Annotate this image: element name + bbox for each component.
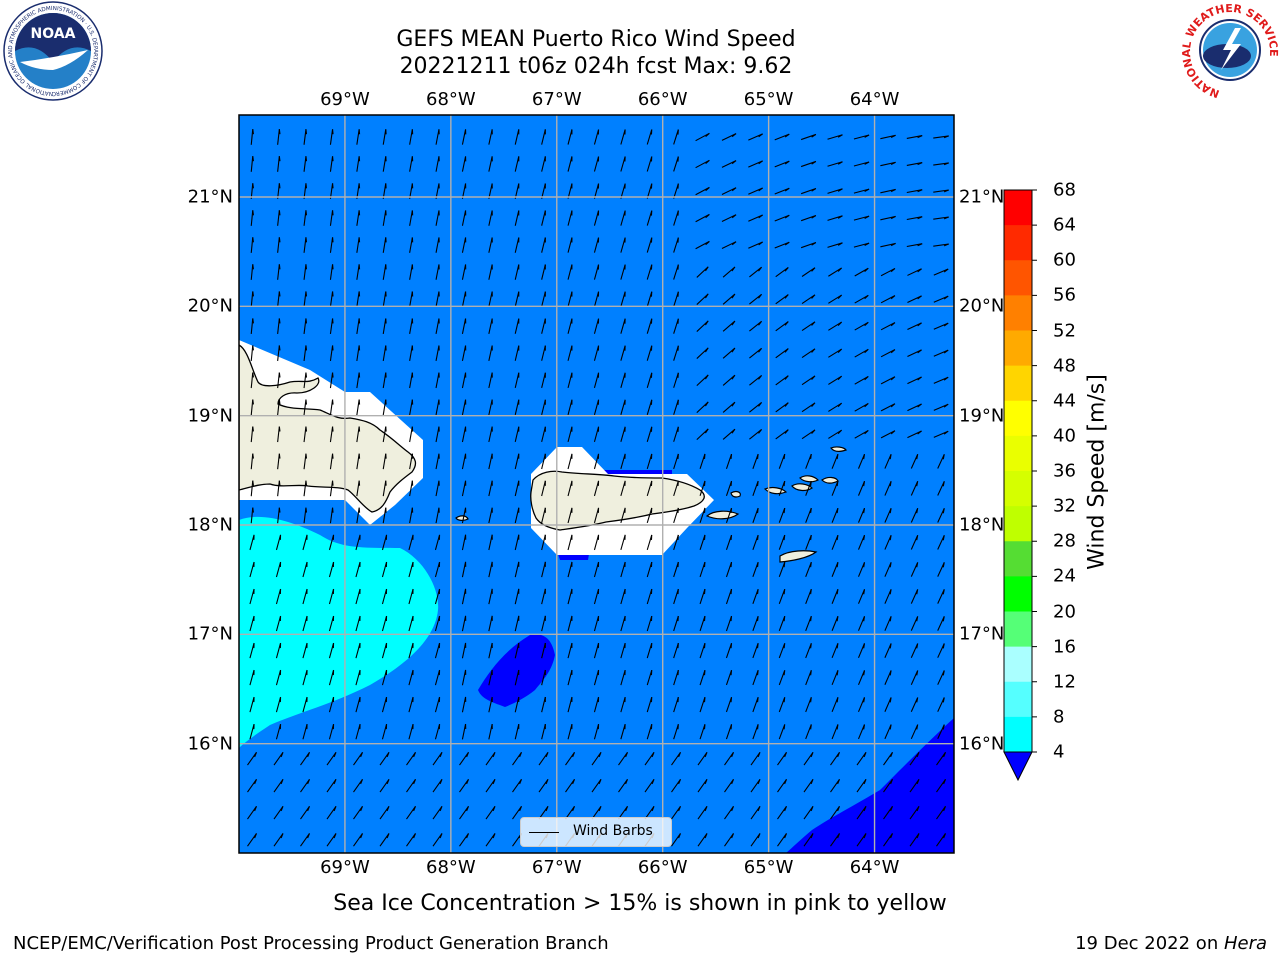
colorbar-band	[1004, 506, 1032, 542]
colorbar-tick-label: 32	[1053, 495, 1076, 517]
land-saba-statia	[830, 446, 847, 452]
lat-label-left: 18°N	[187, 514, 233, 536]
nws-logo: NATIONAL WEATHER SERVICE	[1180, 2, 1280, 100]
lon-label-top: 67°W	[531, 89, 582, 110]
lon-label-bottom: 65°W	[743, 857, 794, 878]
footer-branch: NCEP/EMC/Verification Post Processing Pr…	[13, 933, 609, 954]
map-frame	[238, 114, 955, 854]
colorbar-tick-label: 48	[1053, 355, 1076, 377]
colorbar-tick-label: 44	[1053, 390, 1076, 412]
field-region-0-4-b	[786, 718, 954, 853]
land-puerto-rico	[530, 470, 705, 531]
colorbar-band	[1004, 681, 1032, 718]
legend: Wind Barbs	[520, 817, 672, 847]
lon-label-bottom: 64°W	[849, 857, 900, 878]
colorbar-extend-triangle	[1003, 751, 1033, 782]
lat-label-left: 20°N	[187, 295, 233, 317]
land-mona	[455, 515, 469, 521]
colorbar-band	[1004, 435, 1032, 472]
sea-ice-note: Sea Ice Concentration > 15% is shown in …	[333, 891, 947, 916]
colorbar-band	[1004, 295, 1032, 331]
colorbar-tick-label: 8	[1053, 706, 1065, 728]
footer-date-text: 19 Dec 2022 on	[1075, 933, 1224, 954]
land-hispaniola	[239, 344, 417, 513]
lat-label-right: 16°N	[959, 733, 1005, 755]
lon-label-bottom: 68°W	[425, 857, 476, 878]
colorbar-tick-label: 68	[1053, 179, 1076, 201]
lon-label-bottom: 69°W	[320, 857, 370, 878]
colorbar-tick-label: 12	[1053, 671, 1076, 693]
lat-label-left: 17°N	[187, 623, 233, 645]
colorbar-band	[1004, 611, 1032, 648]
colorbar-band	[1004, 190, 1032, 226]
lat-label-right: 20°N	[959, 295, 1005, 317]
colorbar-tick-label: 64	[1053, 214, 1076, 236]
lon-label-top: 66°W	[637, 89, 688, 110]
chart-subtitle: 20221211 t06z 024h fcst Max: 9.62	[399, 54, 793, 79]
colorbar-band	[1004, 365, 1032, 402]
lat-label-right: 21°N	[959, 186, 1005, 208]
colorbar-band	[1004, 646, 1032, 683]
field-region-8-12	[239, 516, 439, 748]
field-region-0-4-a	[478, 634, 555, 707]
noaa-logo-text: NOAA	[31, 26, 76, 42]
land-virgin-islands-5	[799, 475, 820, 483]
colorbar-band	[1004, 225, 1032, 261]
legend-label: Wind Barbs	[573, 823, 653, 839]
colorbar-tick-label: 52	[1053, 320, 1076, 341]
colorbar-band	[1004, 471, 1032, 507]
colorbar-tick-label: 16	[1053, 636, 1076, 658]
lat-label-right: 19°N	[959, 405, 1005, 427]
colorbar-band	[1004, 330, 1032, 367]
lon-label-top: 69°W	[320, 89, 370, 110]
graticule	[239, 115, 954, 853]
land-st-croix	[779, 550, 818, 563]
colorbar-band	[1004, 576, 1032, 612]
colorbar-band	[1004, 260, 1032, 296]
colorbar-tick-label: 20	[1053, 601, 1076, 622]
land-virgin-islands-6	[821, 476, 839, 484]
lon-label-top: 64°W	[849, 89, 900, 110]
colorbar-band	[1004, 716, 1032, 753]
colorbar-tick-label: 40	[1053, 425, 1076, 447]
lat-label-right: 17°N	[959, 623, 1005, 645]
lat-label-right: 18°N	[959, 514, 1005, 536]
colorbar-tick-label: 56	[1053, 284, 1076, 306]
lon-label-top: 68°W	[425, 89, 476, 110]
colorbar-tick-label: 24	[1053, 565, 1076, 587]
colorbar-label: Wind Speed [m/s]	[1084, 374, 1110, 570]
lon-label-bottom: 67°W	[531, 857, 582, 878]
noaa-logo: NATIONAL OCEANIC AND ATMOSPHERIC ADMINIS…	[0, 0, 103, 101]
colorbar-tick-label: 4	[1053, 741, 1065, 763]
footer-host: Hera	[1223, 933, 1267, 954]
footer-date: 19 Dec 2022 on Hera	[1075, 933, 1267, 954]
colorbar-tick-label: 36	[1053, 460, 1076, 482]
lat-label-left: 19°N	[187, 405, 233, 427]
lat-label-left: 21°N	[187, 186, 233, 208]
colorbar-tick-label: 60	[1053, 249, 1076, 271]
land-virgin-islands-4	[791, 483, 813, 492]
lat-label-left: 16°N	[187, 733, 233, 755]
land-virgin-islands-2	[730, 490, 741, 498]
colorbar	[1003, 189, 1037, 782]
lon-label-bottom: 66°W	[637, 857, 688, 878]
field-region-0-4-d	[600, 470, 672, 474]
colorbar-tick-label: 28	[1053, 530, 1076, 552]
lon-label-top: 65°W	[743, 89, 794, 110]
legend-line-swatch	[529, 832, 559, 833]
colorbar-band	[1004, 400, 1032, 437]
colorbar-band	[1004, 541, 1032, 577]
chart-title: GEFS MEAN Puerto Rico Wind Speed	[396, 27, 796, 52]
